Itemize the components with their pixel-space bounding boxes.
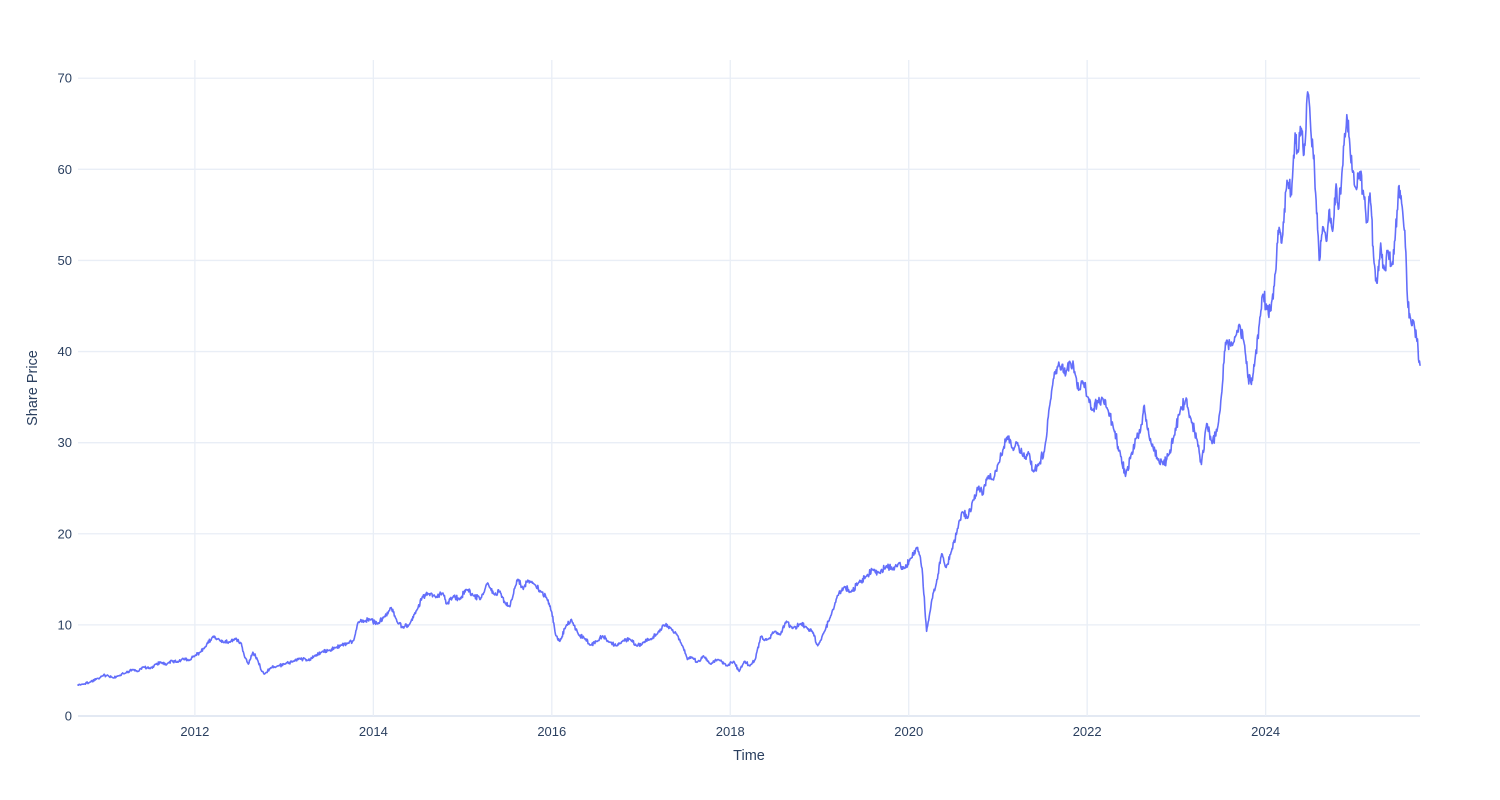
x-tick-label: 2014 [359,724,388,739]
y-tick-label: 70 [58,71,72,86]
y-tick-label: 50 [58,253,72,268]
y-tick-label: 60 [58,162,72,177]
x-tick-label: 2012 [180,724,209,739]
y-tick-label: 20 [58,526,72,541]
y-tick-label: 40 [58,344,72,359]
y-tick-label: 30 [58,435,72,450]
y-axis-title: Share Price [25,350,41,426]
y-axis-title-text: Share Price [25,350,41,426]
x-tick-label: 2016 [537,724,566,739]
x-tick-label: 2022 [1073,724,1102,739]
x-axis-title: Time [0,748,1500,764]
y-tick-label: 10 [58,617,72,632]
x-tick-label: 2018 [716,724,745,739]
x-axis-title-text: Time [733,748,765,764]
y-tick-label: 0 [65,709,72,724]
x-tick-label: 2024 [1251,724,1280,739]
price-line-series[interactable] [77,91,1421,686]
x-tick-label: 2020 [894,724,923,739]
